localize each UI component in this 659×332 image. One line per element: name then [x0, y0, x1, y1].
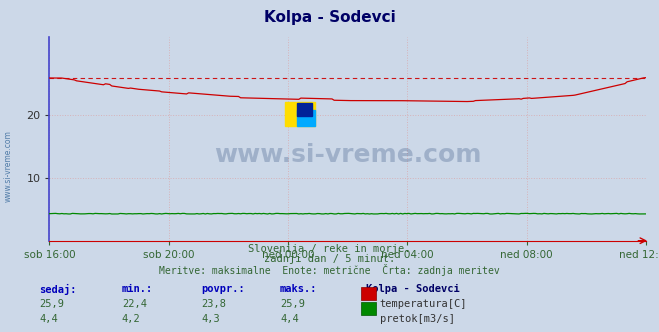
Text: min.:: min.: — [122, 284, 153, 294]
Text: 22,4: 22,4 — [122, 299, 147, 309]
Text: temperatura[C]: temperatura[C] — [380, 299, 467, 309]
Text: maks.:: maks.: — [280, 284, 318, 294]
Text: 4,3: 4,3 — [201, 314, 219, 324]
Text: 4,4: 4,4 — [280, 314, 299, 324]
Text: Kolpa - Sodevci: Kolpa - Sodevci — [264, 10, 395, 25]
Text: 4,2: 4,2 — [122, 314, 140, 324]
Bar — [297, 110, 315, 126]
Text: Meritve: maksimalne  Enote: metrične  Črta: zadnja meritev: Meritve: maksimalne Enote: metrične Črta… — [159, 264, 500, 276]
Text: 23,8: 23,8 — [201, 299, 226, 309]
Text: pretok[m3/s]: pretok[m3/s] — [380, 314, 455, 324]
Bar — [297, 103, 312, 116]
Text: 4,4: 4,4 — [40, 314, 58, 324]
Text: zadnji dan / 5 minut.: zadnji dan / 5 minut. — [264, 254, 395, 264]
Text: sedaj:: sedaj: — [40, 284, 77, 295]
Text: www.si-vreme.com: www.si-vreme.com — [214, 143, 481, 167]
Text: www.si-vreme.com: www.si-vreme.com — [3, 130, 13, 202]
Text: 25,9: 25,9 — [280, 299, 305, 309]
Bar — [285, 102, 315, 126]
Text: povpr.:: povpr.: — [201, 284, 244, 294]
Text: 25,9: 25,9 — [40, 299, 65, 309]
Text: Kolpa - Sodevci: Kolpa - Sodevci — [366, 284, 459, 294]
Text: Slovenija / reke in morje.: Slovenija / reke in morje. — [248, 244, 411, 254]
